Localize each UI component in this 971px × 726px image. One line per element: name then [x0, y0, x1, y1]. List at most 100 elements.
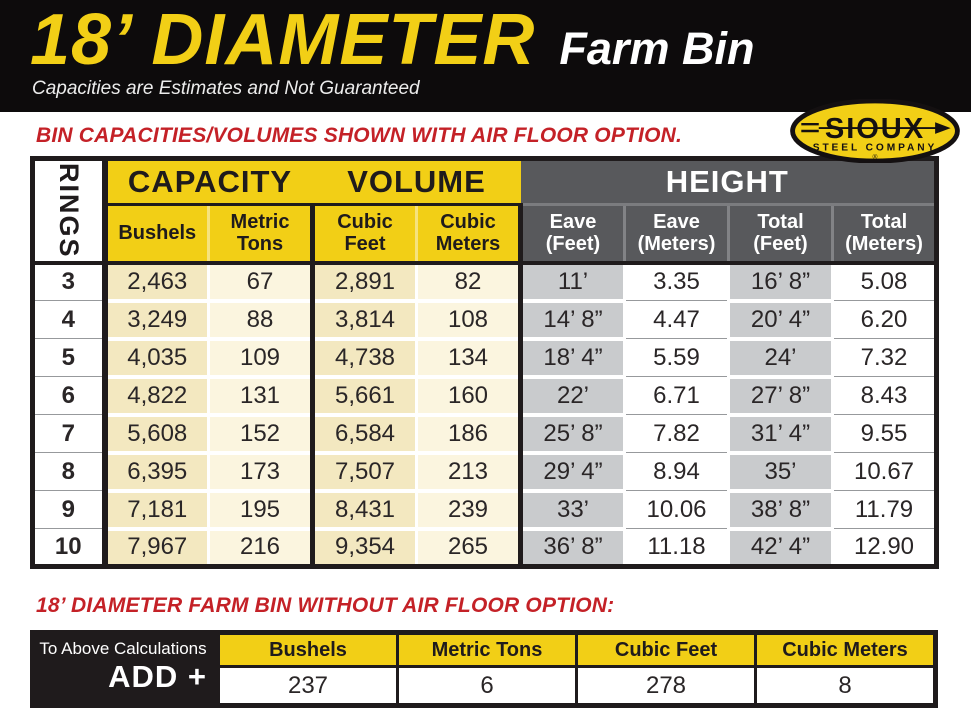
value-cell: 7.32	[832, 338, 937, 377]
value-cell: 31’ 4”	[728, 414, 834, 455]
column-header-cubic-meters: Cubic Meters	[416, 204, 523, 265]
rings-header-cell: RINGS	[32, 158, 108, 265]
value-cell: 33’	[520, 490, 626, 531]
value-cell: 160	[416, 376, 523, 417]
value-cell: 8.94	[624, 452, 730, 491]
value-cell: 35’	[728, 452, 834, 493]
value-cell: 213	[416, 452, 523, 493]
column-header-eave-feet: Eave (Feet)	[520, 204, 626, 265]
add-column-header: Cubic Feet	[578, 635, 754, 665]
header-band: 18’ DIAMETER Farm Bin Capacities are Est…	[0, 0, 971, 112]
table-row: 3 2,463 67 2,891 82 11’ 3.35 16’ 8” 5.08	[32, 262, 937, 303]
group-header-volume: VOLUME	[312, 158, 521, 206]
value-cell: 3,249	[104, 300, 210, 341]
value-cell: 109	[208, 338, 315, 379]
logo-arrow-head	[935, 122, 951, 134]
title-row: 18’ DIAMETER Farm Bin	[30, 0, 971, 80]
add-value-cell: 6	[399, 668, 575, 703]
value-cell: 36’ 8”	[520, 528, 626, 569]
add-label-line1: To Above Calculations	[39, 639, 207, 658]
ring-count-cell: 10	[32, 528, 108, 567]
ring-count-cell: 9	[32, 490, 108, 529]
column-header-total-feet: Total (Feet)	[728, 204, 834, 265]
ring-count-cell: 7	[32, 414, 108, 453]
value-cell: 7,181	[104, 490, 210, 531]
capacity-volume-height-table: RINGS CAPACITY VOLUME HEIGHT Bushels Met…	[30, 156, 939, 569]
value-cell: 20’ 4”	[728, 300, 834, 341]
value-cell: 25’ 8”	[520, 414, 626, 455]
value-cell: 7,967	[104, 528, 210, 569]
table-row: 9 7,181 195 8,431 239 33’ 10.06 38’ 8” 11.79	[32, 490, 937, 531]
table-row: 8 6,395 173 7,507 213 29’ 4” 8.94 35’ 10.67	[32, 452, 937, 493]
group-header-row: RINGS CAPACITY VOLUME HEIGHT	[32, 158, 937, 265]
value-cell: 9.55	[832, 414, 937, 453]
column-header-bushels: Bushels	[104, 204, 210, 265]
value-cell: 265	[416, 528, 523, 569]
value-cell: 11.79	[832, 490, 937, 529]
add-value-cell: 237	[220, 668, 396, 703]
page-title: 18’ DIAMETER	[30, 0, 536, 80]
value-cell: 3.35	[624, 262, 730, 301]
value-cell: 5,661	[312, 376, 418, 417]
value-cell: 2,463	[104, 262, 210, 303]
table-row: 7 5,608 152 6,584 186 25’ 8” 7.82 31’ 4” 9.55	[32, 414, 937, 455]
value-cell: 27’ 8”	[728, 376, 834, 417]
product-name: Farm Bin	[559, 23, 755, 74]
value-cell: 11’	[520, 262, 626, 303]
value-cell: 22’	[520, 376, 626, 417]
column-header-eave-meters: Eave (Meters)	[624, 204, 730, 265]
value-cell: 29’ 4”	[520, 452, 626, 493]
value-cell: 67	[208, 262, 315, 303]
value-cell: 186	[416, 414, 523, 455]
value-cell: 152	[208, 414, 315, 455]
value-cell: 82	[416, 262, 523, 303]
value-cell: 108	[416, 300, 523, 341]
value-cell: 7.82	[624, 414, 730, 453]
ring-count-cell: 8	[32, 452, 108, 491]
value-cell: 88	[208, 300, 315, 341]
ring-count-cell: 5	[32, 338, 108, 377]
table-row: 5 4,035 109 4,738 134 18’ 4” 5.59 24’ 7.32	[32, 338, 937, 379]
ring-count-cell: 3	[32, 262, 108, 301]
value-cell: 6.71	[624, 376, 730, 415]
column-header-cubic-feet: Cubic Feet	[312, 204, 418, 265]
value-cell: 195	[208, 490, 315, 531]
value-cell: 3,814	[312, 300, 418, 341]
value-cell: 16’ 8”	[728, 262, 834, 303]
value-cell: 8.43	[832, 376, 937, 415]
value-cell: 11.18	[624, 528, 730, 567]
add-column-header: Cubic Meters	[757, 635, 933, 665]
value-cell: 14’ 8”	[520, 300, 626, 341]
value-cell: 4.47	[624, 300, 730, 339]
value-cell: 239	[416, 490, 523, 531]
value-cell: 2,891	[312, 262, 418, 303]
value-cell: 6,584	[312, 414, 418, 455]
value-cell: 173	[208, 452, 315, 493]
logo-oval	[790, 99, 960, 163]
add-column-header: Bushels	[220, 635, 396, 665]
add-value-cell: 8	[757, 668, 933, 703]
value-cell: 5.59	[624, 338, 730, 377]
value-cell: 24’	[728, 338, 834, 379]
add-calculations-table: To Above Calculations ADD + Bushels Metri…	[30, 630, 938, 708]
value-cell: 9,354	[312, 528, 418, 569]
column-header-metric-tons: Metric Tons	[208, 204, 315, 265]
farm-bin-spec-sheet: 18’ DIAMETER Farm Bin Capacities are Est…	[0, 0, 971, 708]
group-header-height: HEIGHT	[520, 158, 937, 206]
value-cell: 5,608	[104, 414, 210, 455]
column-header-row: Bushels Metric Tons Cubic Feet Cubic Met…	[33, 204, 937, 265]
add-label-line2: ADD +	[108, 659, 207, 694]
value-cell: 6.20	[832, 300, 937, 339]
value-cell: 4,822	[104, 376, 210, 417]
value-cell: 131	[208, 376, 315, 417]
value-cell: 4,035	[104, 338, 210, 379]
column-header-total-meters: Total (Meters)	[832, 204, 937, 265]
add-values-grid: Bushels Metric Tons Cubic Feet Cubic Meters…	[220, 635, 933, 703]
table-row: 10 7,967 216 9,354 265 36’ 8” 11.18 42’ 4” 12.90	[32, 528, 937, 569]
value-cell: 38’ 8”	[728, 490, 834, 531]
add-value-cell: 278	[578, 668, 754, 703]
rings-label: RINGS	[53, 162, 84, 259]
ring-count-cell: 4	[32, 300, 108, 339]
value-cell: 6,395	[104, 452, 210, 493]
value-cell: 8,431	[312, 490, 418, 531]
